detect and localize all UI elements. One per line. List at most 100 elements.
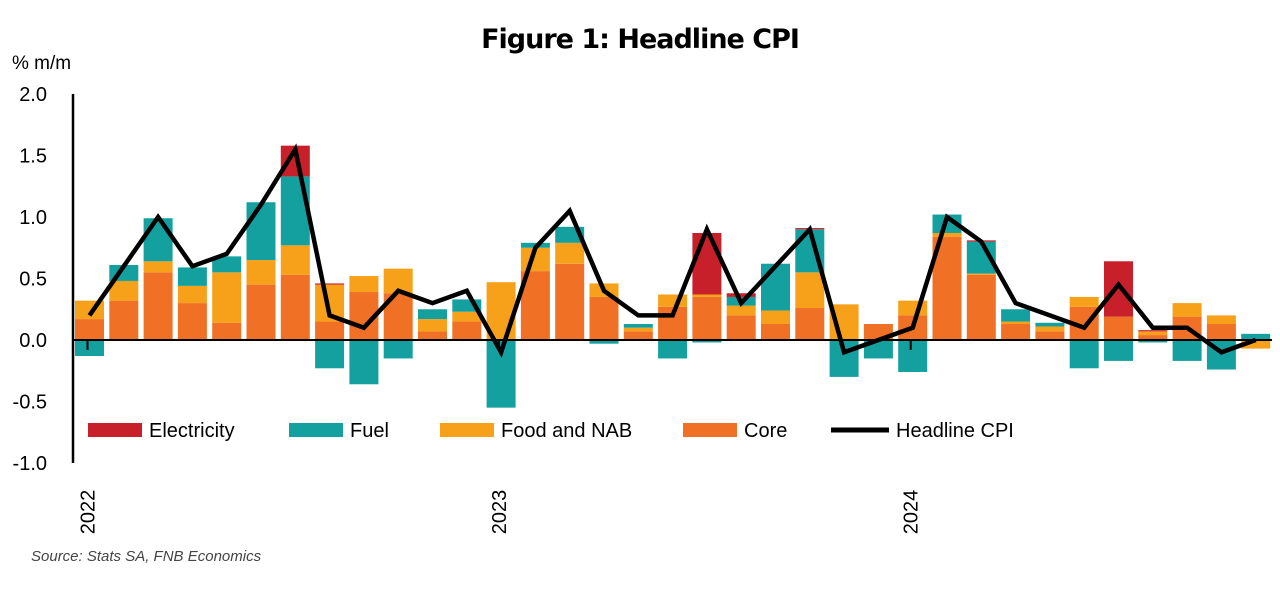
- bar-core: [589, 296, 619, 340]
- bar-food-and-nab: [795, 272, 825, 309]
- bar-core: [623, 331, 653, 340]
- bar-electricity: [726, 293, 756, 297]
- bar-electricity: [1138, 330, 1168, 332]
- y-tick-label: -0.5: [13, 392, 47, 414]
- bar-layer: [75, 145, 1271, 408]
- bar-food-and-nab: [280, 245, 310, 275]
- y-tick-label: 2.0: [19, 84, 47, 106]
- legend: Electricity Fuel Food and NAB Core Headline …: [88, 420, 1014, 442]
- bar-fuel: [75, 340, 104, 356]
- bar-food-and-nab: [1172, 303, 1202, 317]
- bar-fuel: [1138, 340, 1168, 343]
- bar-food-and-nab: [349, 276, 379, 293]
- bar-core: [966, 274, 996, 340]
- bar-core: [246, 284, 276, 340]
- bar-food-and-nab: [177, 285, 207, 304]
- bar-fuel: [1241, 333, 1271, 340]
- bar-food-and-nab: [246, 260, 276, 285]
- legend-label-food-and-nab: Food and NAB: [501, 420, 632, 442]
- bar-electricity: [315, 283, 345, 285]
- y-tick-label: 0.0: [19, 330, 47, 352]
- bar-fuel: [1172, 340, 1202, 361]
- bar-core: [75, 319, 104, 340]
- y-tick-label: -1.0: [13, 453, 47, 475]
- x-year-label: 2024: [901, 490, 923, 535]
- bar-fuel: [1035, 322, 1065, 327]
- bar-core: [452, 321, 482, 340]
- bar-food-and-nab: [658, 294, 688, 307]
- bar-core: [795, 308, 825, 340]
- y-axis-unit-label: % m/m: [12, 53, 72, 74]
- bar-core: [555, 263, 585, 340]
- bar-fuel: [315, 340, 345, 369]
- bar-core: [1138, 335, 1168, 340]
- bar-food-and-nab: [932, 232, 962, 237]
- legend-label-electricity: Electricity: [149, 420, 235, 442]
- bar-food-and-nab: [1069, 296, 1099, 307]
- bar-fuel: [1069, 340, 1099, 369]
- legend-label-core: Core: [744, 420, 787, 442]
- legend-label-headline-cpi: Headline CPI: [896, 420, 1014, 442]
- bar-food-and-nab: [966, 273, 996, 275]
- bar-food-and-nab: [109, 280, 139, 301]
- legend-swatch-electricity: [88, 423, 142, 437]
- bar-fuel: [761, 263, 790, 311]
- bar-fuel: [418, 309, 447, 320]
- headline-cpi-line: [87, 143, 1257, 358]
- source-note: Source: Stats SA, FNB Economics: [31, 548, 262, 565]
- bar-food-and-nab: [898, 300, 928, 316]
- bar-food-and-nab: [1206, 315, 1236, 325]
- x-year-label: 2023: [489, 490, 511, 535]
- bar-food-and-nab: [212, 272, 242, 323]
- bar-fuel: [658, 340, 688, 359]
- bar-core: [177, 303, 207, 340]
- bar-core: [1035, 331, 1065, 340]
- bar-food-and-nab: [452, 311, 482, 322]
- bar-core: [692, 296, 722, 340]
- y-tick-label: 1.5: [19, 146, 47, 168]
- headline-cpi-layer: [87, 143, 1257, 358]
- bar-core: [1001, 324, 1031, 340]
- bar-food-and-nab: [1241, 340, 1271, 349]
- bar-food-and-nab: [692, 294, 722, 297]
- legend-swatch-fuel: [289, 423, 343, 437]
- bar-food-and-nab: [726, 305, 756, 316]
- legend-swatch-core: [683, 423, 737, 437]
- bar-fuel: [280, 176, 310, 246]
- y-tick-labels: 2.0 1.5 1.0 0.5 0.0 -0.5 -1.0: [13, 84, 47, 475]
- bar-core: [109, 300, 139, 340]
- x-year-labels: 2022 2023 2024: [78, 340, 923, 534]
- bar-fuel: [692, 340, 722, 343]
- bar-core: [280, 274, 310, 340]
- bar-fuel: [143, 218, 173, 262]
- bar-fuel: [589, 340, 619, 344]
- legend-swatch-food-and-nab: [440, 423, 494, 437]
- bar-core: [315, 321, 345, 340]
- bar-core: [726, 315, 756, 340]
- bar-fuel: [1104, 340, 1133, 361]
- bar-food-and-nab: [623, 327, 653, 332]
- bar-fuel: [246, 202, 276, 261]
- bar-food-and-nab: [555, 242, 585, 264]
- bar-electricity: [1104, 261, 1133, 317]
- bar-fuel: [1001, 309, 1031, 322]
- bar-food-and-nab: [418, 319, 447, 332]
- bar-food-and-nab: [1001, 321, 1031, 325]
- chart-title: Figure 1: Headline CPI: [481, 24, 800, 55]
- bar-fuel: [898, 340, 928, 372]
- bar-fuel: [177, 267, 207, 286]
- legend-label-fuel: Fuel: [350, 420, 389, 442]
- bar-food-and-nab: [761, 310, 790, 325]
- bar-electricity: [692, 232, 722, 295]
- y-tick-label: 1.0: [19, 207, 47, 229]
- bar-fuel: [623, 324, 653, 328]
- x-year-label: 2022: [78, 490, 100, 535]
- y-tick-label: 0.5: [19, 269, 47, 291]
- bar-fuel: [383, 340, 413, 359]
- bar-food-and-nab: [143, 261, 173, 273]
- bar-core: [143, 272, 173, 340]
- bar-fuel: [349, 340, 379, 385]
- bar-food-and-nab: [1138, 331, 1168, 336]
- bar-core: [418, 331, 447, 340]
